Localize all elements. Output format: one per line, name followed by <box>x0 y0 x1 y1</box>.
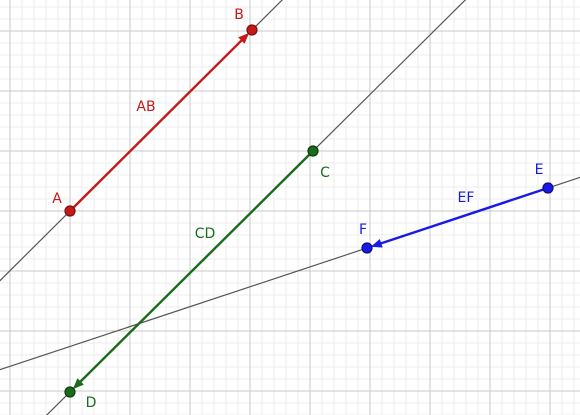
vector-cd[interactable] <box>78 149 315 385</box>
point-c[interactable] <box>307 145 319 157</box>
vectors-layer <box>68 32 550 390</box>
vector-ab[interactable] <box>68 37 244 213</box>
vector-cd-arrowhead <box>72 378 84 390</box>
point-b[interactable] <box>246 24 258 36</box>
point-label-f: F <box>359 222 367 238</box>
point-label-c: C <box>320 165 330 181</box>
point-a[interactable] <box>64 205 76 217</box>
vector-label-cd: CD <box>195 226 216 242</box>
vector-ef-arrowhead <box>370 239 383 248</box>
point-label-d: D <box>86 395 97 411</box>
point-label-a: A <box>52 191 62 207</box>
vector-labels-layer: AB CD EF <box>136 99 474 242</box>
vector-ef[interactable] <box>378 186 550 246</box>
vector-ab-arrowhead <box>238 32 250 44</box>
point-label-e: E <box>535 162 544 178</box>
point-d[interactable] <box>64 386 76 398</box>
point-label-b: B <box>234 7 244 23</box>
vector-label-ef: EF <box>458 190 475 206</box>
point-f[interactable] <box>361 242 373 254</box>
vector-label-ab: AB <box>136 99 155 115</box>
points-layer <box>64 24 554 398</box>
point-e[interactable] <box>542 182 554 194</box>
